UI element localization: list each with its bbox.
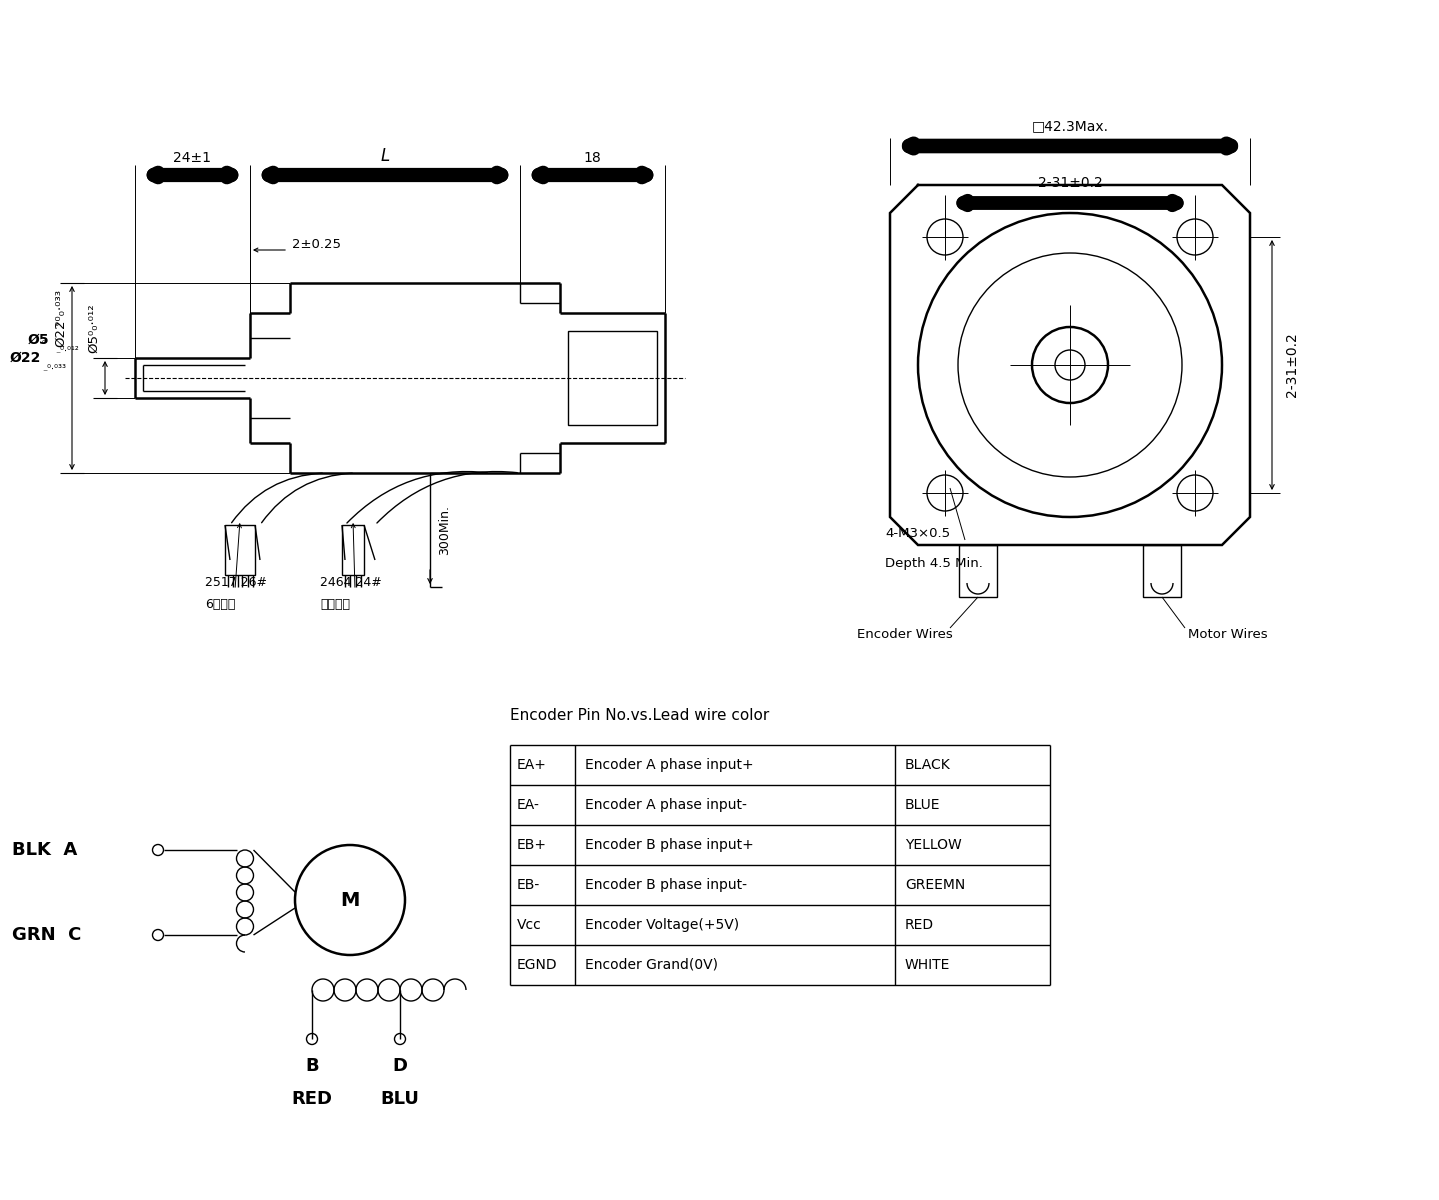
Bar	[568, 331, 658, 425]
Text: M: M	[340, 890, 360, 910]
Text: GRN  C: GRN C	[12, 926, 82, 944]
Text: Vcc: Vcc	[517, 918, 541, 932]
Bar	[1143, 545, 1181, 598]
Text: Ø5: Ø5	[27, 332, 49, 347]
Bar	[224, 526, 255, 575]
Text: BLU: BLU	[380, 1090, 419, 1108]
Text: 2±0.25: 2±0.25	[292, 239, 341, 252]
Text: 2-31±0.2: 2-31±0.2	[1285, 332, 1299, 397]
Text: ₋⁰⋅⁰¹²: ₋⁰⋅⁰¹²	[55, 344, 79, 355]
Text: BLK  A: BLK A	[12, 841, 78, 859]
Text: Encoder B phase input-: Encoder B phase input-	[586, 878, 747, 892]
Text: B: B	[305, 1057, 319, 1075]
Text: ⁰: ⁰	[55, 322, 59, 332]
Text: GREEMN: GREEMN	[905, 878, 966, 892]
Text: RED: RED	[292, 1090, 332, 1108]
Text: EB-: EB-	[517, 878, 540, 892]
Text: WHITE: WHITE	[905, 958, 950, 972]
Text: BLUE: BLUE	[905, 798, 941, 812]
Bar	[342, 526, 364, 575]
Text: Motor Wires: Motor Wires	[1189, 629, 1268, 642]
Text: Depth 4.5 Min.: Depth 4.5 Min.	[885, 557, 983, 570]
Text: Ø22: Ø22	[10, 350, 42, 365]
Text: Encoder Pin No.vs.Lead wire color: Encoder Pin No.vs.Lead wire color	[509, 708, 770, 722]
Text: 四芯线缆: 四芯线缆	[319, 599, 350, 612]
Text: 4-M3×0.5: 4-M3×0.5	[885, 527, 950, 540]
Text: 2517 26#: 2517 26#	[204, 576, 268, 588]
Text: 300Min.: 300Min.	[437, 505, 450, 554]
Text: Encoder B phase input+: Encoder B phase input+	[586, 838, 754, 852]
Bar	[958, 545, 997, 598]
Text: RED: RED	[905, 918, 934, 932]
Text: Encoder A phase input+: Encoder A phase input+	[586, 758, 754, 772]
Text: Ø22⁰₀⋅⁰³³: Ø22⁰₀⋅⁰³³	[55, 289, 68, 347]
Text: ⁰: ⁰	[42, 340, 46, 350]
Text: YELLOW: YELLOW	[905, 838, 961, 852]
Text: ₋⁰⋅⁰³³: ₋⁰⋅⁰³³	[42, 362, 66, 373]
Text: Encoder Grand(0V): Encoder Grand(0V)	[586, 958, 718, 972]
Text: EA-: EA-	[517, 798, 540, 812]
Text: EGND: EGND	[517, 958, 558, 972]
Text: Encoder A phase input-: Encoder A phase input-	[586, 798, 747, 812]
Text: 2-31±0.2: 2-31±0.2	[1038, 176, 1102, 190]
Text: EB+: EB+	[517, 838, 547, 852]
Text: Encoder Wires: Encoder Wires	[858, 629, 953, 642]
Text: D: D	[393, 1057, 407, 1075]
Text: 18: 18	[584, 151, 602, 164]
Text: 6芯线缆: 6芯线缆	[204, 599, 236, 612]
Text: Encoder Voltage(+5V): Encoder Voltage(+5V)	[586, 918, 740, 932]
Text: 2464 24#: 2464 24#	[319, 576, 381, 588]
Text: □42.3Max.: □42.3Max.	[1032, 119, 1108, 133]
Text: L: L	[380, 146, 390, 164]
Text: Ø5⁰₀⋅⁰¹²: Ø5⁰₀⋅⁰¹²	[86, 304, 99, 353]
Text: EA+: EA+	[517, 758, 547, 772]
Text: 24±1: 24±1	[174, 151, 212, 164]
Text: BLACK: BLACK	[905, 758, 951, 772]
